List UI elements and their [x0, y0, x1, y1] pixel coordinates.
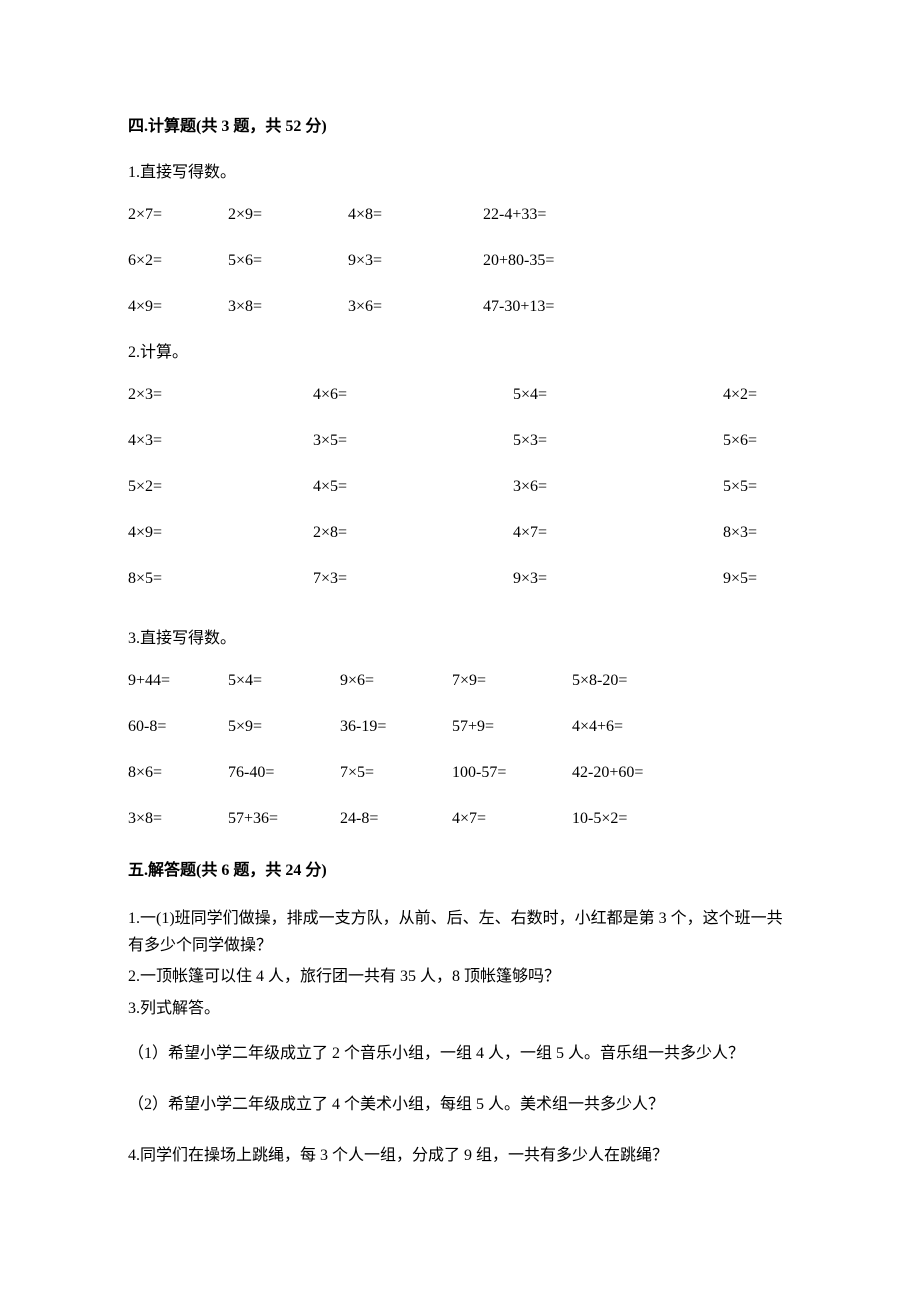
- math-expr: 42-20+60=: [572, 761, 792, 785]
- math-expr: 8×5=: [128, 567, 313, 591]
- math-expr: 8×6=: [128, 761, 228, 785]
- q2-row: 5×2= 4×5= 3×6= 5×5=: [128, 475, 792, 499]
- section4-heading: 四.计算题(共 3 题，共 52 分): [128, 115, 792, 139]
- s5-q4: 4.同学们在操场上跳绳，每 3 个人一组，分成了 9 组，一共有多少人在跳绳？: [128, 1142, 792, 1169]
- q3-row: 60-8= 5×9= 36-19= 57+9= 4×4+6=: [128, 715, 792, 739]
- math-expr: 3×6=: [348, 295, 483, 319]
- math-expr: 22-4+33=: [483, 203, 792, 227]
- math-expr: 4×7=: [452, 807, 572, 831]
- math-expr: 2×3=: [128, 383, 313, 407]
- math-expr: 7×5=: [340, 761, 452, 785]
- math-expr: 5×5=: [723, 475, 792, 499]
- math-expr: 4×6=: [313, 383, 513, 407]
- math-expr: 5×3=: [513, 429, 723, 453]
- math-expr: 9+44=: [128, 669, 228, 693]
- math-expr: 60-8=: [128, 715, 228, 739]
- math-expr: 2×8=: [313, 521, 513, 545]
- math-expr: 3×8=: [128, 807, 228, 831]
- s5-q1: 1.一(1)班同学们做操，排成一支方队，从前、后、左、右数时，小红都是第 3 个…: [128, 905, 792, 959]
- math-expr: 57+9=: [452, 715, 572, 739]
- math-expr: 4×8=: [348, 203, 483, 227]
- math-expr: 4×9=: [128, 295, 228, 319]
- math-expr: 4×5=: [313, 475, 513, 499]
- math-expr: 4×2=: [723, 383, 792, 407]
- math-expr: 3×8=: [228, 295, 348, 319]
- math-expr: 36-19=: [340, 715, 452, 739]
- math-expr: 57+36=: [228, 807, 340, 831]
- math-expr: 5×4=: [228, 669, 340, 693]
- math-expr: 4×9=: [128, 521, 313, 545]
- math-expr: 7×9=: [452, 669, 572, 693]
- math-expr: 9×5=: [723, 567, 792, 591]
- s5-q2: 2.一顶帐篷可以住 4 人，旅行团一共有 35 人，8 顶帐篷够吗？: [128, 963, 792, 990]
- math-expr: 20+80-35=: [483, 249, 792, 273]
- q1-row: 2×7= 2×9= 4×8= 22-4+33=: [128, 203, 792, 227]
- q3-row: 3×8= 57+36= 24-8= 4×7= 10-5×2=: [128, 807, 792, 831]
- q2-row: 8×5= 7×3= 9×3= 9×5=: [128, 567, 792, 591]
- math-expr: 4×4+6=: [572, 715, 792, 739]
- math-expr: 9×3=: [348, 249, 483, 273]
- math-expr: 24-8=: [340, 807, 452, 831]
- math-expr: 5×9=: [228, 715, 340, 739]
- q1-row: 6×2= 5×6= 9×3= 20+80-35=: [128, 249, 792, 273]
- math-expr: 7×3=: [313, 567, 513, 591]
- math-expr: 47-30+13=: [483, 295, 792, 319]
- s5-q3a: （1）希望小学二年级成立了 2 个音乐小组，一组 4 人，一组 5 人。音乐组一…: [128, 1040, 792, 1067]
- math-expr: 100-57=: [452, 761, 572, 785]
- s5-q3: 3.列式解答。: [128, 995, 792, 1022]
- q1-prompt: 1.直接写得数。: [128, 161, 792, 185]
- q3-prompt: 3.直接写得数。: [128, 627, 792, 651]
- math-expr: 4×3=: [128, 429, 313, 453]
- math-expr: 76-40=: [228, 761, 340, 785]
- q2-prompt: 2.计算。: [128, 341, 792, 365]
- q1-row: 4×9= 3×8= 3×6= 47-30+13=: [128, 295, 792, 319]
- q2-row: 2×3= 4×6= 5×4= 4×2=: [128, 383, 792, 407]
- math-expr: 5×6=: [228, 249, 348, 273]
- math-expr: 2×7=: [128, 203, 228, 227]
- math-expr: 4×7=: [513, 521, 723, 545]
- math-expr: 10-5×2=: [572, 807, 792, 831]
- math-expr: 8×3=: [723, 521, 792, 545]
- math-expr: 9×3=: [513, 567, 723, 591]
- math-expr: 6×2=: [128, 249, 228, 273]
- section5-heading: 五.解答题(共 6 题，共 24 分): [128, 859, 792, 883]
- math-expr: 5×6=: [723, 429, 792, 453]
- math-expr: 5×4=: [513, 383, 723, 407]
- q2-row: 4×9= 2×8= 4×7= 8×3=: [128, 521, 792, 545]
- q3-row: 8×6= 76-40= 7×5= 100-57= 42-20+60=: [128, 761, 792, 785]
- math-expr: 5×8-20=: [572, 669, 792, 693]
- math-expr: 3×6=: [513, 475, 723, 499]
- s5-q3b: （2）希望小学二年级成立了 4 个美术小组，每组 5 人。美术组一共多少人？: [128, 1091, 792, 1118]
- document-page: 四.计算题(共 3 题，共 52 分) 1.直接写得数。 2×7= 2×9= 4…: [0, 0, 920, 1263]
- q2-row: 4×3= 3×5= 5×3= 5×6=: [128, 429, 792, 453]
- q3-row: 9+44= 5×4= 9×6= 7×9= 5×8-20=: [128, 669, 792, 693]
- math-expr: 5×2=: [128, 475, 313, 499]
- math-expr: 2×9=: [228, 203, 348, 227]
- math-expr: 3×5=: [313, 429, 513, 453]
- math-expr: 9×6=: [340, 669, 452, 693]
